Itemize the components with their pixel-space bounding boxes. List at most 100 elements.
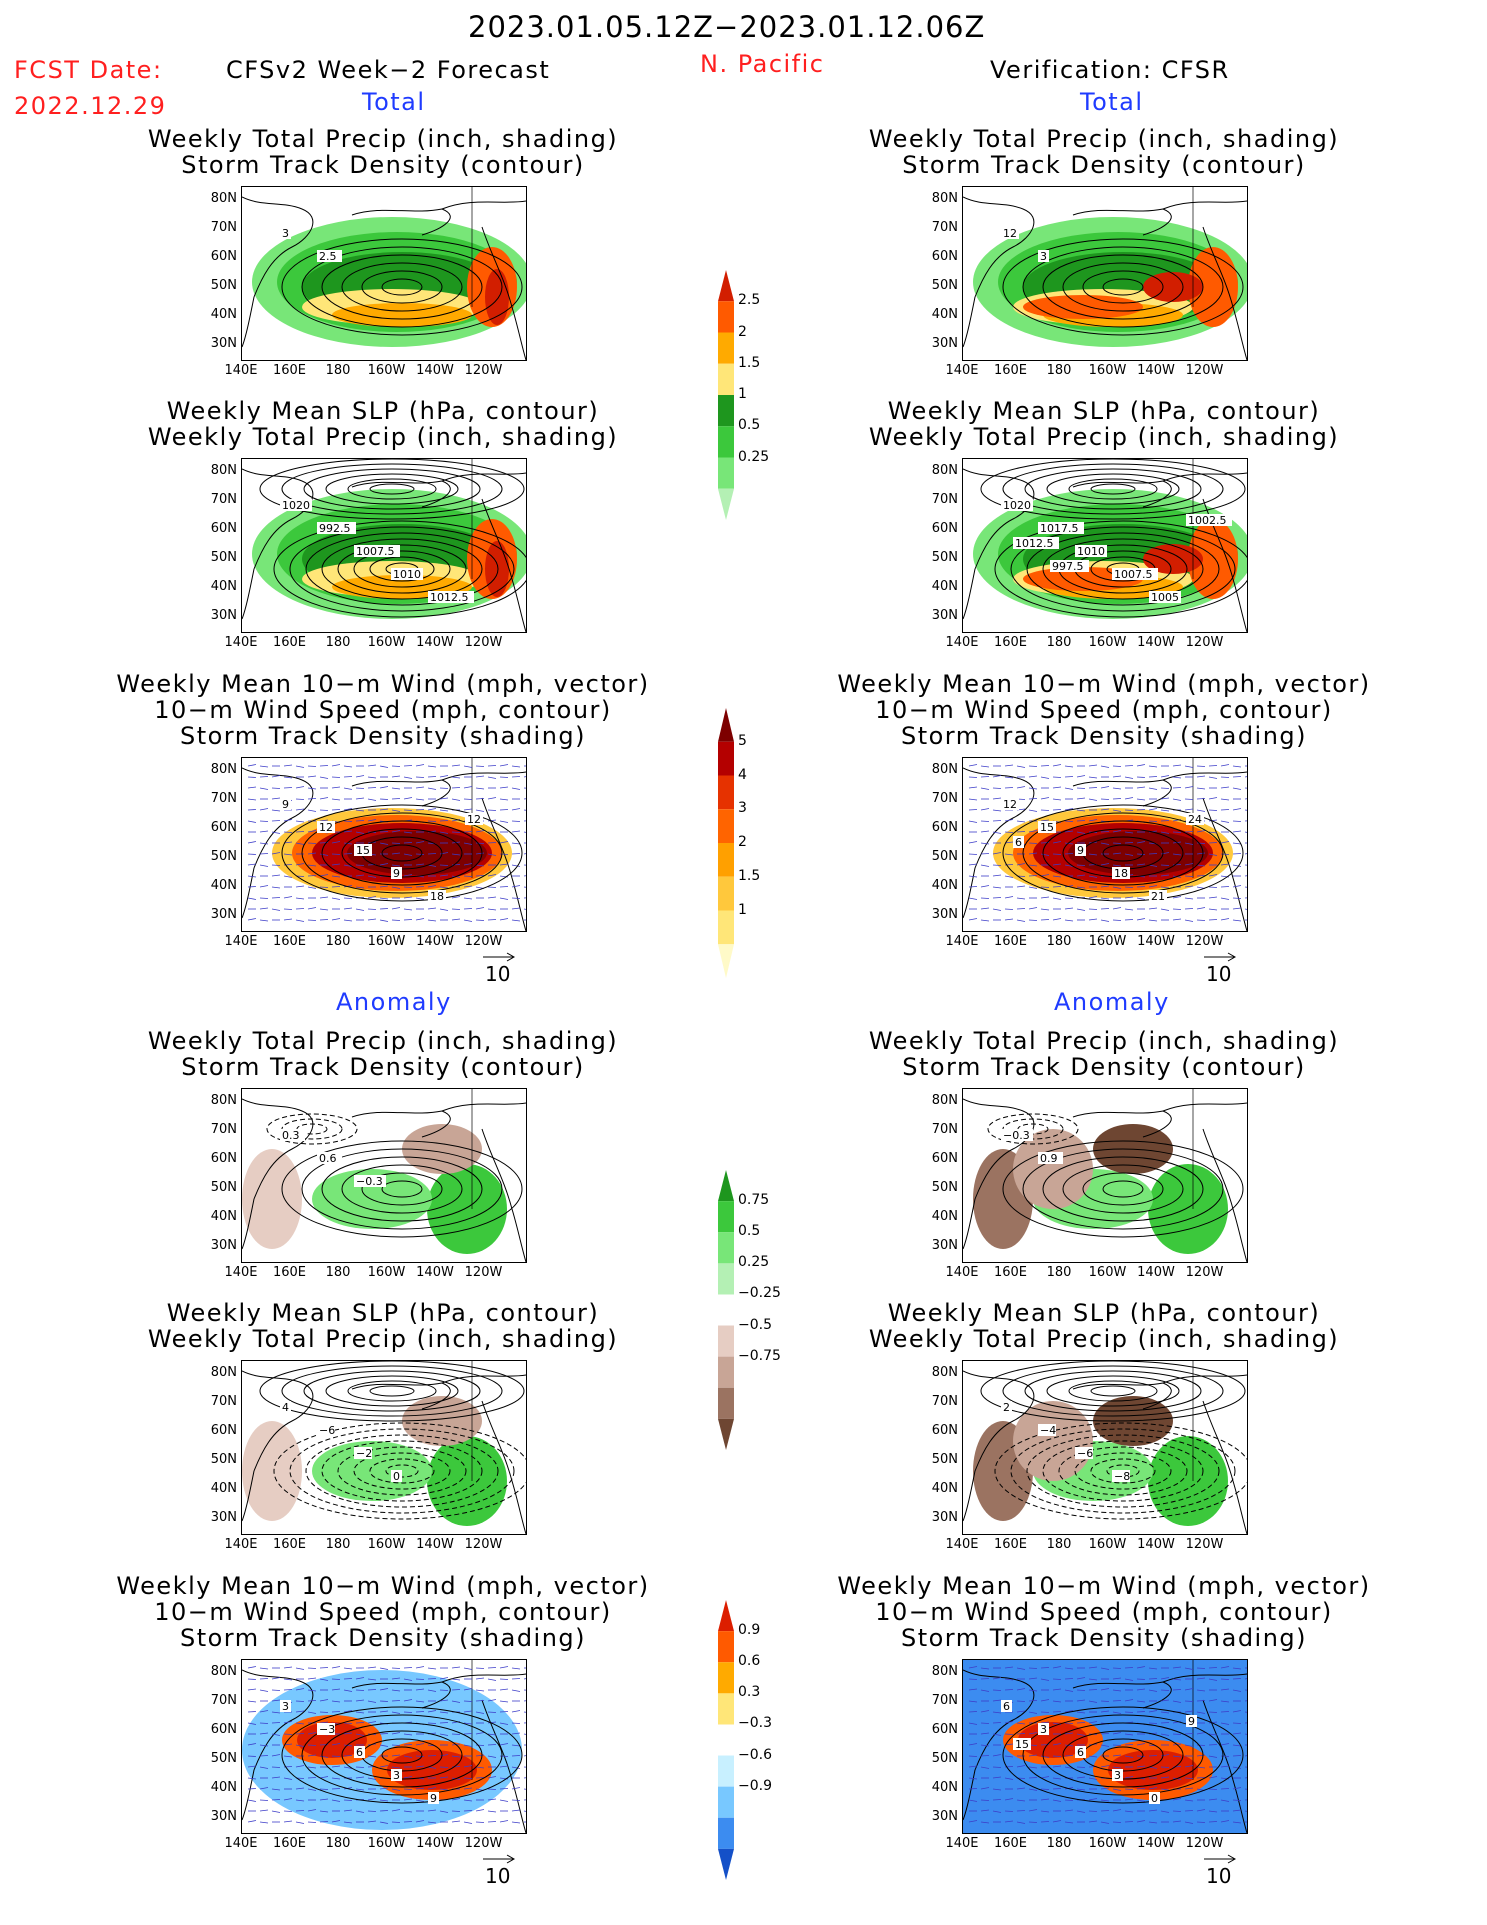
lat-tick-label: 40N [210, 1481, 237, 1496]
colorbar-segment [718, 1418, 734, 1450]
lon-tick-label: 120W [1185, 635, 1224, 650]
contour-label-bg [391, 1470, 402, 1482]
panel-title-line: Storm Track Density (contour) [902, 1053, 1306, 1081]
vector-reference: 10 [481, 952, 517, 986]
slp-contours-low [994, 1422, 1247, 1520]
lat-tick-label: 50N [931, 849, 958, 864]
lon-tick-label: 140W [1137, 1537, 1175, 1552]
lon-tick-label: 160W [1088, 1836, 1127, 1851]
lat-tick-label: 50N [931, 1751, 958, 1766]
lat-tick-label: 80N [210, 1093, 237, 1108]
lon-tick-label: 180 [1046, 1836, 1072, 1851]
lat-tick-label: 30N [931, 907, 958, 922]
lat-tick-label: 40N [931, 1209, 958, 1224]
colorbar-segment [718, 1755, 734, 1787]
panel-title-line: Weekly Mean 10−m Wind (mph, vector) [837, 670, 1371, 698]
lon-tick-label: 160E [993, 1537, 1028, 1552]
contour-label: 1010 [393, 568, 421, 581]
panel-title-line: Weekly Total Precip (inch, shading) [868, 1027, 1340, 1055]
contour-label-bg [1013, 537, 1059, 549]
slp-contours-high [259, 459, 525, 520]
verification-title: Verification: CFSR [990, 56, 1230, 84]
lat-tick-label: 60N [210, 820, 237, 835]
contour-label-bg [354, 1746, 365, 1758]
colorbar-segment [718, 488, 734, 520]
contour-label: 992.5 [319, 522, 351, 535]
forecast-total-label: Total [362, 88, 426, 116]
panel-title-line: Weekly Total Precip (inch, shading) [147, 423, 619, 451]
contour-label: 1017.5 [1040, 522, 1079, 535]
lon-tick-label: 160W [367, 934, 406, 949]
contour-label: 12 [1003, 227, 1017, 240]
lon-tick-label: 160E [272, 363, 307, 378]
contour-label-bg [280, 798, 291, 810]
precip-anom-area [1148, 1436, 1228, 1526]
contour-label: −0.3 [356, 1175, 383, 1188]
colorbar-storm_anom: 0.9 0.6 0.3 −0.3 −0.6 −0.9 [716, 1600, 796, 1880]
verification-total-wind_storm-map: 12 15 9 18 21 24 6 [962, 757, 1248, 932]
contour-label: −0.3 [1003, 1129, 1030, 1142]
panel-title-line: 10−m Wind Speed (mph, contour) [875, 696, 1333, 724]
lon-tick-label: 140E [224, 1836, 258, 1851]
contour-label-bg [391, 1769, 402, 1781]
lat-tick-label: 60N [931, 820, 958, 835]
panel-title-line: Storm Track Density (contour) [181, 151, 585, 179]
colorbar-segment [718, 741, 734, 776]
lat-tick-label: 50N [210, 1452, 237, 1467]
panel-title-line: Weekly Mean SLP (hPa, contour) [887, 397, 1321, 425]
lon-tick-label: 140W [416, 635, 454, 650]
coastline [242, 1361, 526, 1534]
precip-anom-area [242, 1421, 302, 1521]
colorbar-segment [718, 301, 734, 333]
forecast-anom-precip_storm-map: 0.3 0.6 −0.3 [241, 1088, 527, 1263]
contour-label-bg [1112, 568, 1158, 580]
contour-label: 0.3 [282, 1129, 300, 1142]
contour-label-bg [1112, 1769, 1123, 1781]
lat-tick-label: 40N [210, 1209, 237, 1224]
colorbar-segment [718, 457, 734, 489]
lon-tick-label: 160E [272, 934, 307, 949]
lat-tick-label: 60N [210, 1151, 237, 1166]
lon-tick-label: 140E [224, 635, 258, 650]
colorbar-level-label: 1.5 [738, 867, 761, 884]
contour-label: 3 [393, 1769, 400, 1782]
lat-tick-label: 60N [931, 521, 958, 536]
lon-tick-label: 120W [464, 934, 503, 949]
contour-label: 2.5 [319, 250, 337, 263]
lat-tick-label: 70N [210, 220, 237, 235]
lon-tick-label: 160E [993, 934, 1028, 949]
contour-label: 1002.5 [1188, 514, 1227, 527]
lat-tick-label: 70N [210, 1693, 237, 1708]
lat-tick-label: 80N [210, 191, 237, 206]
lon-tick-label: 160W [1088, 363, 1127, 378]
precip-anom-area [1013, 1129, 1093, 1209]
lon-tick-label: 120W [464, 635, 503, 650]
contour-label-bg [1075, 1447, 1093, 1459]
lon-tick-label: 160E [272, 1265, 307, 1280]
contour-label-bg [1050, 560, 1089, 572]
forecast-total-wind_storm-map: 9 12 15 9 18 12 [241, 757, 527, 932]
contour-label-bg [317, 250, 342, 262]
colorbar-segment [718, 1631, 734, 1663]
storm-anom-area [1108, 1750, 1198, 1790]
vector-reference: 10 [481, 1854, 517, 1888]
contour-label: 12 [319, 821, 333, 834]
colorbar-level-label: 0.3 [738, 1684, 761, 1701]
storm-contours [281, 1140, 523, 1238]
lon-tick-label: 160E [272, 1537, 307, 1552]
lat-tick-label: 40N [931, 878, 958, 893]
contour-label-bg [354, 1447, 372, 1459]
colorbar-level-label: −0.6 [738, 1746, 772, 1763]
colorbar-segment [718, 1170, 734, 1202]
verification-anom-wind_storm-map: 6 3 6 3 0 9 15 [962, 1659, 1248, 1834]
lat-tick-label: 50N [931, 278, 958, 293]
vector-reference-value: 10 [1206, 1864, 1232, 1888]
lat-tick-label: 50N [931, 1180, 958, 1195]
storm-area [1068, 831, 1208, 875]
colorbar-precip_total: 2.5 2 1.5 1 0.5 0.25 [716, 270, 796, 520]
slp-contours-high [980, 1361, 1246, 1422]
contour-label: 3 [1040, 1723, 1047, 1736]
lon-tick-label: 180 [1046, 1265, 1072, 1280]
lon-tick-label: 140E [945, 934, 979, 949]
lon-tick-label: 140E [945, 1836, 979, 1851]
